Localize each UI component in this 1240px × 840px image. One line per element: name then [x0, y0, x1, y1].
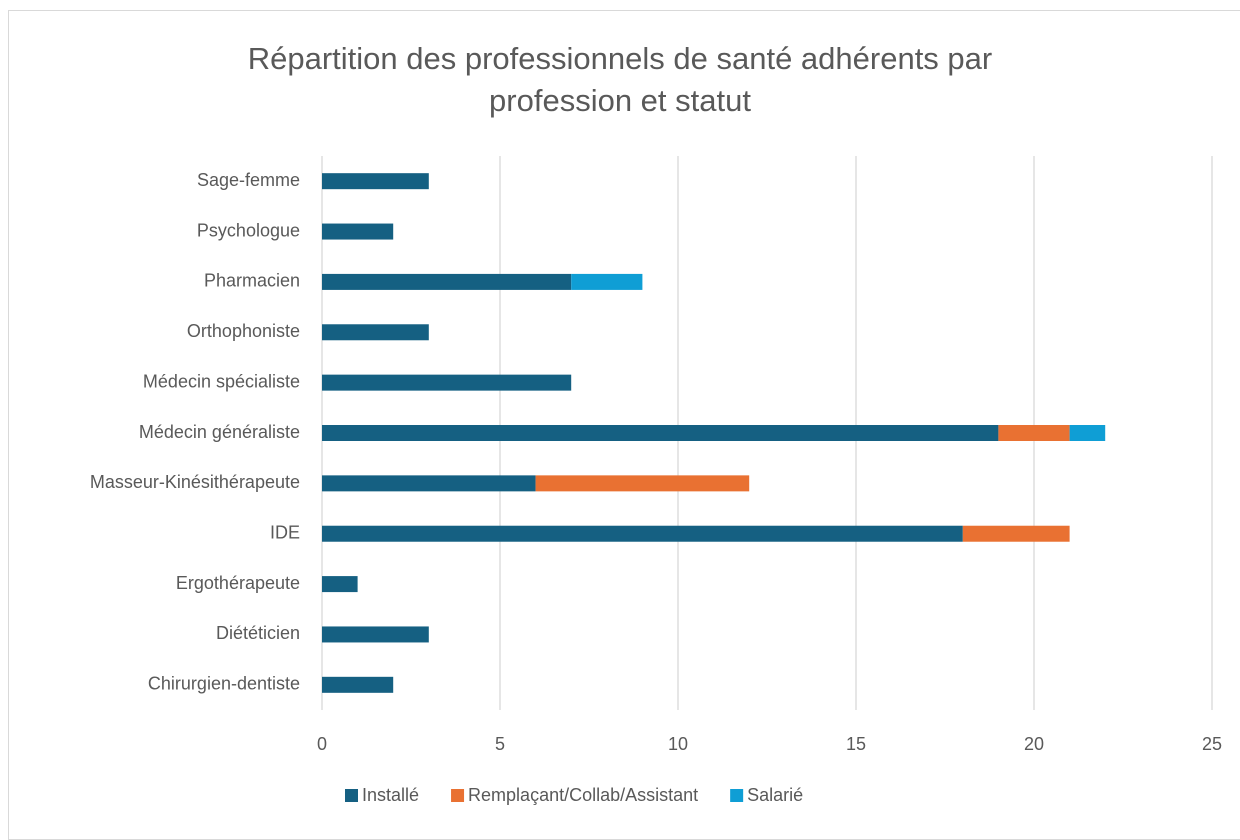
bar-segment: [571, 273, 643, 290]
y-tick-label: Ergothérapeute: [176, 573, 300, 593]
bar-segment: [322, 525, 963, 542]
bar-segment: [322, 223, 394, 240]
y-tick-label: Médecin spécialiste: [143, 371, 300, 391]
y-tick-label: Sage-femme: [197, 170, 300, 190]
y-tick-label: Psychologue: [197, 220, 300, 240]
x-tick-label: 5: [495, 734, 505, 754]
legend-swatch: [730, 789, 744, 802]
bar-segment: [322, 475, 536, 492]
bar-segment: [962, 525, 1070, 542]
x-tick-label: 10: [668, 734, 688, 754]
y-tick-label: Diététicien: [216, 623, 300, 643]
legend-swatch: [345, 789, 358, 802]
legend-label: Remplaçant/Collab/Assistant: [468, 785, 698, 805]
y-tick-label: Chirurgien-dentiste: [148, 674, 300, 694]
x-tick-label: 25: [1202, 734, 1222, 754]
bar-segment: [322, 425, 999, 441]
bar-segment: [322, 374, 572, 391]
bar-segment: [322, 324, 429, 341]
bar-segment: [322, 273, 572, 290]
bar-segment: [322, 676, 394, 693]
y-tick-label: Médecin généraliste: [139, 422, 300, 442]
legend-label: Installé: [362, 785, 419, 805]
bar-segment: [322, 626, 429, 643]
legend-label: Salarié: [747, 785, 803, 805]
legend-swatch: [451, 789, 465, 802]
y-tick-label: Masseur-Kinésithérapeute: [90, 472, 300, 492]
x-tick-label: 15: [846, 734, 866, 754]
y-tick-label: Orthophoniste: [187, 321, 300, 341]
chart-title: Répartition des professionnels de santé …: [247, 41, 993, 118]
bar-segment: [1069, 425, 1106, 441]
y-tick-label: Pharmacien: [204, 271, 300, 291]
x-tick-label: 20: [1024, 734, 1044, 754]
bar-segment: [322, 576, 358, 593]
bar-segment: [535, 475, 750, 492]
x-tick-label: 0: [317, 734, 327, 754]
bar-segment: [322, 173, 429, 190]
bar-segment: [998, 425, 1070, 441]
y-tick-label: IDE: [270, 522, 300, 542]
